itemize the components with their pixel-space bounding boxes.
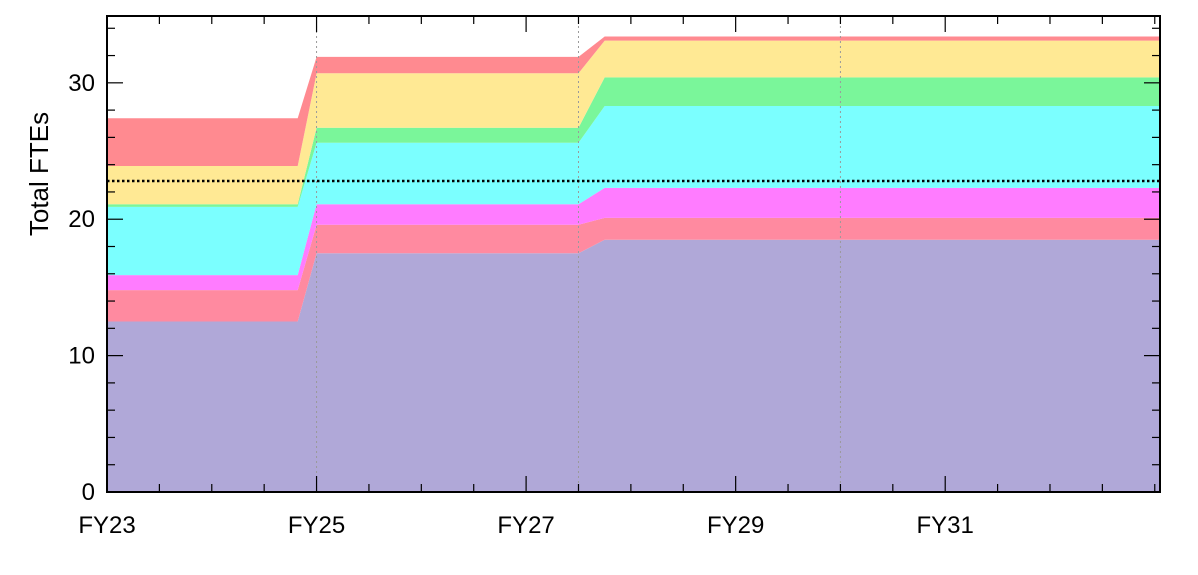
area-series-5 xyxy=(107,77,1160,207)
y-tick-label: 10 xyxy=(68,343,95,370)
x-tick-label: FY29 xyxy=(707,512,764,539)
y-axis-title: Total FTEs xyxy=(24,112,54,236)
plot-frame xyxy=(106,15,1161,493)
y-tick-label: 30 xyxy=(68,70,95,97)
area-series-7 xyxy=(107,36,1160,166)
area-series-1 xyxy=(107,239,1160,492)
x-tick-label: FY23 xyxy=(78,512,135,539)
x-tick-label: FY27 xyxy=(497,512,554,539)
x-tick-labels: FY23 FY25 FY27 FY29 FY31 xyxy=(78,512,974,539)
area-series-6 xyxy=(107,40,1160,205)
x-gridlines xyxy=(316,16,841,492)
area-series-3 xyxy=(107,187,1160,291)
y-tick-labels: 0 10 20 30 xyxy=(68,70,95,506)
axis-ticks xyxy=(106,16,1160,493)
x-tick-label: FY31 xyxy=(917,512,974,539)
x-tick-label: FY25 xyxy=(288,512,345,539)
area-series-group xyxy=(107,36,1160,492)
area-series-2 xyxy=(107,217,1160,322)
y-tick-label: 20 xyxy=(68,206,95,233)
y-tick-label: 0 xyxy=(82,479,95,506)
area-series-4 xyxy=(107,106,1160,276)
